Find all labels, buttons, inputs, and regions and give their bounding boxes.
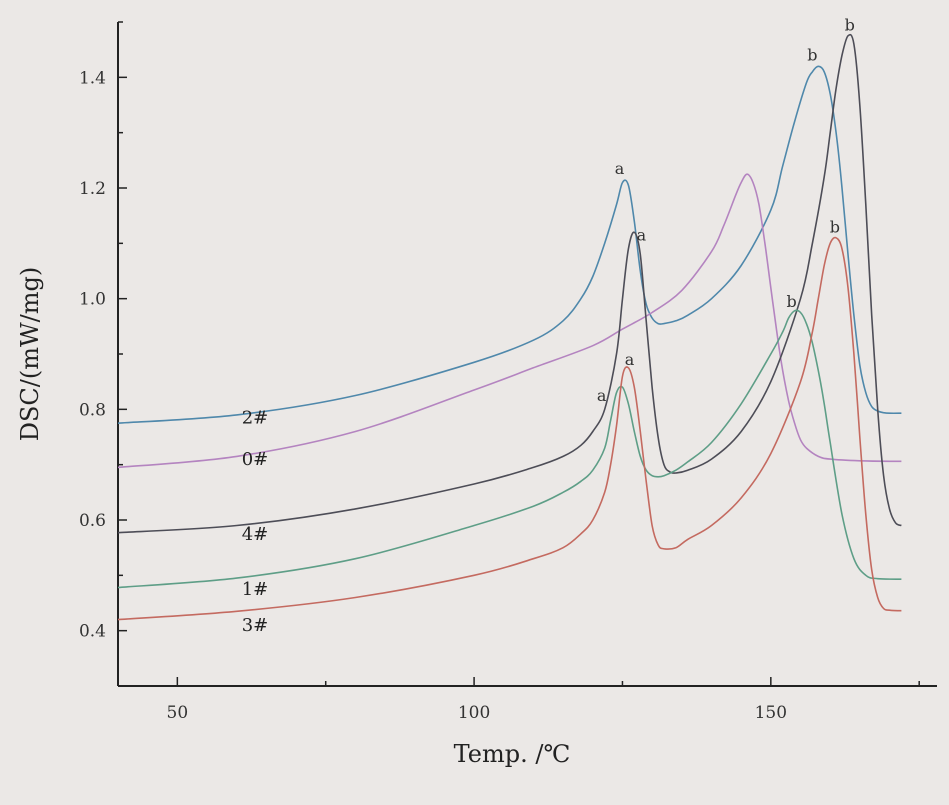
series-label-0: 0# <box>242 449 269 470</box>
peak-label-b: b <box>830 217 840 236</box>
peak-label-a: a <box>615 159 625 178</box>
y-axis-title: DSC/(mW/mg) <box>16 267 44 442</box>
peak-label-b: b <box>807 46 817 65</box>
peak-label-b: b <box>786 292 796 311</box>
x-tick-label: 50 <box>167 703 189 723</box>
series-label-4: 4# <box>242 524 269 545</box>
peak-label-a: a <box>637 226 647 245</box>
x-axis-title: Temp. /℃ <box>454 740 571 768</box>
y-tick-label: 0.6 <box>79 511 106 531</box>
y-tick-label: 1.0 <box>79 290 106 310</box>
axes: 0.4 0.6 0.8 1.0 1.2 1.4 50 100 150 <box>79 21 937 723</box>
series-line-3 <box>117 236 902 621</box>
peak-label-b: b <box>845 15 855 34</box>
y-tick-label: 1.4 <box>79 68 106 88</box>
y-tick-label: 0.4 <box>79 622 106 642</box>
y-tick-label: 0.8 <box>79 400 106 420</box>
series-line-2 <box>117 65 902 424</box>
series-line-4 <box>117 33 902 534</box>
series-label-1: 1# <box>242 579 269 600</box>
x-tick-label: 100 <box>458 703 490 723</box>
series-line-0 <box>117 173 902 469</box>
series-line-1 <box>117 309 902 589</box>
peak-label-a: a <box>597 386 607 405</box>
series-label-3: 3# <box>242 615 269 636</box>
plot-series <box>117 33 902 621</box>
x-tick-label: 150 <box>755 703 787 723</box>
series-label-2: 2# <box>242 408 269 429</box>
peak-label-a: a <box>625 350 635 369</box>
y-tick-label: 1.2 <box>79 179 106 199</box>
